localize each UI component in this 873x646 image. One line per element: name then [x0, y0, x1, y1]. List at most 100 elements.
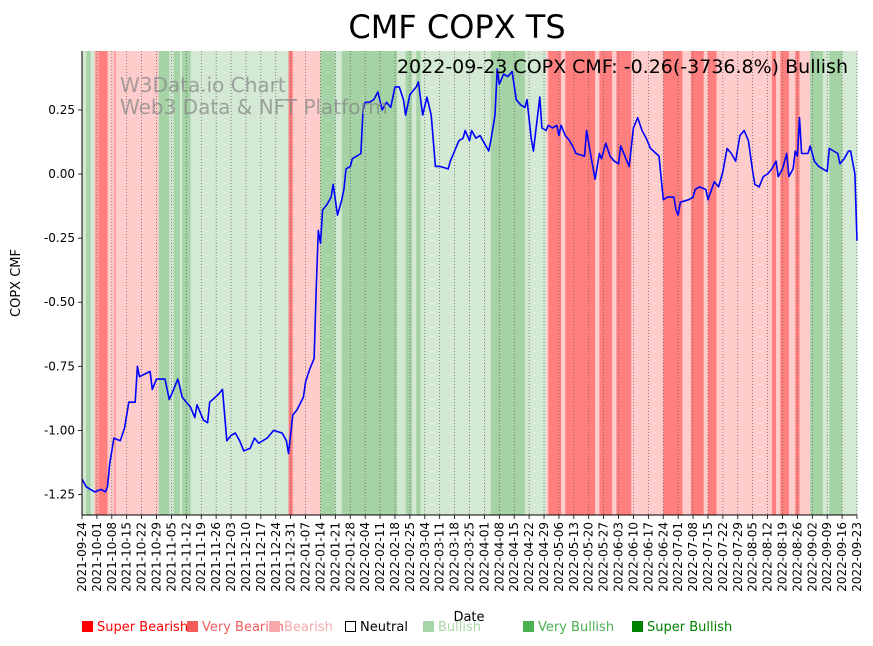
- regime-band-bearish: [799, 51, 811, 515]
- regime-band-bearish: [546, 51, 549, 515]
- x-tick-label: 2022-04-01: [477, 522, 491, 592]
- x-tick-label: 2022-01-07: [299, 522, 313, 592]
- regime-band-bullish: [190, 51, 289, 515]
- x-tick-label: 2022-08-26: [790, 522, 804, 592]
- regime-band-very-bearish: [113, 51, 117, 515]
- x-tick-label: 2022-09-02: [805, 522, 819, 592]
- x-tick-label: 2022-02-18: [388, 522, 402, 592]
- regime-band-bearish: [631, 51, 664, 515]
- legend-label: Bullish: [438, 620, 482, 635]
- regime-band-bearish: [116, 51, 159, 515]
- regime-band-bearish: [716, 51, 773, 515]
- regime-band-bullish: [524, 51, 547, 515]
- regime-bands: [82, 51, 858, 515]
- series-layer: [81, 68, 858, 493]
- x-tick-label: 2022-05-13: [567, 522, 581, 592]
- x-tick-label: 2022-01-21: [328, 522, 342, 592]
- x-tick-label: 2022-08-05: [746, 522, 760, 592]
- y-tick-label: -0.25: [44, 231, 75, 245]
- regime-band-bearish: [612, 51, 617, 515]
- x-tick-label: 2022-03-18: [448, 522, 462, 592]
- x-tick-label: 2022-02-11: [373, 522, 387, 592]
- legend-swatch: [523, 621, 534, 632]
- regime-band-super-bearish: [690, 51, 705, 515]
- x-tick-label: 2022-07-01: [671, 522, 685, 592]
- legend-label: Super Bearish: [97, 620, 189, 635]
- legend-swatch: [423, 621, 434, 632]
- regime-band-super-bearish: [663, 51, 683, 515]
- x-tick-label: 2021-12-31: [284, 522, 298, 592]
- x-tick-label: 2022-07-29: [731, 522, 745, 592]
- regime-band-super-bearish: [99, 51, 108, 515]
- regime-band-bearish: [703, 51, 709, 515]
- regime-band-super-bearish: [780, 51, 790, 515]
- legend-label: Very Bullish: [538, 620, 615, 635]
- x-tick-label: 2022-04-22: [522, 522, 536, 592]
- x-tick-label: 2022-07-22: [716, 522, 730, 592]
- x-tick-label: 2022-05-27: [597, 522, 611, 592]
- regime-band-very-bullish: [158, 51, 170, 515]
- x-tick-label: 2021-12-03: [224, 522, 238, 592]
- x-tick-label: 2022-07-15: [701, 522, 715, 592]
- legend: Super Bearish Very Bearish Bearish Neutral B…: [82, 620, 862, 638]
- x-tick-label: 2022-01-14: [313, 522, 327, 592]
- cmf-line: [81, 68, 858, 493]
- x-tick-label: 2021-10-15: [120, 522, 134, 592]
- x-tick-label: 2022-09-09: [820, 522, 834, 592]
- legend-swatch: [269, 621, 280, 632]
- x-tick-label: 2022-04-08: [492, 522, 506, 592]
- regime-band-very-bullish: [86, 51, 91, 515]
- x-tick-label: 2021-12-17: [254, 522, 268, 592]
- regime-band-super-bearish: [707, 51, 717, 515]
- y-tick-label: -0.50: [44, 295, 75, 309]
- regime-band-very-bullish: [829, 51, 843, 515]
- regime-band-very-bullish: [341, 51, 398, 515]
- x-tick-label: 2021-11-05: [164, 522, 178, 592]
- watermark-line-2: Web3 Data & NFT Platform: [120, 95, 388, 119]
- x-tick-label: 2021-10-08: [105, 522, 119, 592]
- x-gridlines: [81, 51, 858, 515]
- legend-swatch: [187, 621, 198, 632]
- x-tick-label: 2022-03-11: [433, 522, 447, 592]
- regime-band-very-bullish: [490, 51, 526, 515]
- regime-band-super-bearish: [548, 51, 562, 515]
- x-tick-label: 2022-05-06: [552, 522, 566, 592]
- regime-band-bullish: [842, 51, 858, 515]
- legend-item-super-bearish: Super Bearish: [82, 620, 188, 635]
- axes: 2021-09-24 2021-10-01 2021-10-08 2021-10-15…: [44, 51, 864, 592]
- legend-item-very-bullish: Very Bullish: [523, 620, 614, 635]
- regime-band-super-bearish: [599, 51, 613, 515]
- regime-band-bullish: [335, 51, 343, 515]
- regime-band-bullish: [82, 51, 87, 515]
- x-tick-label: 2022-05-20: [582, 522, 596, 592]
- chart-title: CMF COPX TS: [348, 8, 565, 46]
- legend-swatch: [82, 621, 93, 632]
- x-tick-label: 2022-09-23: [850, 522, 864, 592]
- legend-swatch: [345, 621, 356, 632]
- x-tick-label: 2021-11-19: [194, 522, 208, 592]
- x-tick-label: 2022-06-24: [656, 522, 670, 592]
- x-tick-label: 2021-12-24: [269, 522, 283, 592]
- legend-item-bearish: Bearish: [269, 620, 333, 635]
- x-tick-label: 2022-02-04: [358, 522, 372, 592]
- watermark-line-1: W3Data.io Chart: [120, 73, 286, 97]
- x-tick-label: 2022-09-16: [835, 522, 849, 592]
- x-tick-label: 2022-08-12: [761, 522, 775, 592]
- x-tick-label: 2022-06-10: [626, 522, 640, 592]
- y-tick-label: 0.25: [48, 103, 75, 117]
- regime-band-bearish: [682, 51, 692, 515]
- y-axis-label: COPX CMF: [9, 249, 24, 317]
- legend-label: Super Bullish: [647, 620, 733, 635]
- regime-band-bullish: [90, 51, 96, 515]
- regime-band-bearish: [595, 51, 600, 515]
- legend-item-very-bearish: Very Bearish: [187, 620, 284, 635]
- x-tick-label: 2021-12-10: [239, 522, 253, 592]
- legend-swatch: [632, 621, 643, 632]
- x-tick-label: 2021-09-24: [75, 522, 89, 592]
- x-tick-label: 2022-02-25: [403, 522, 417, 592]
- x-axis-label: Date: [453, 610, 484, 625]
- regime-band-very-bullish: [320, 51, 336, 515]
- x-tick-label: 2022-03-04: [418, 522, 432, 592]
- legend-label: Neutral: [360, 620, 408, 635]
